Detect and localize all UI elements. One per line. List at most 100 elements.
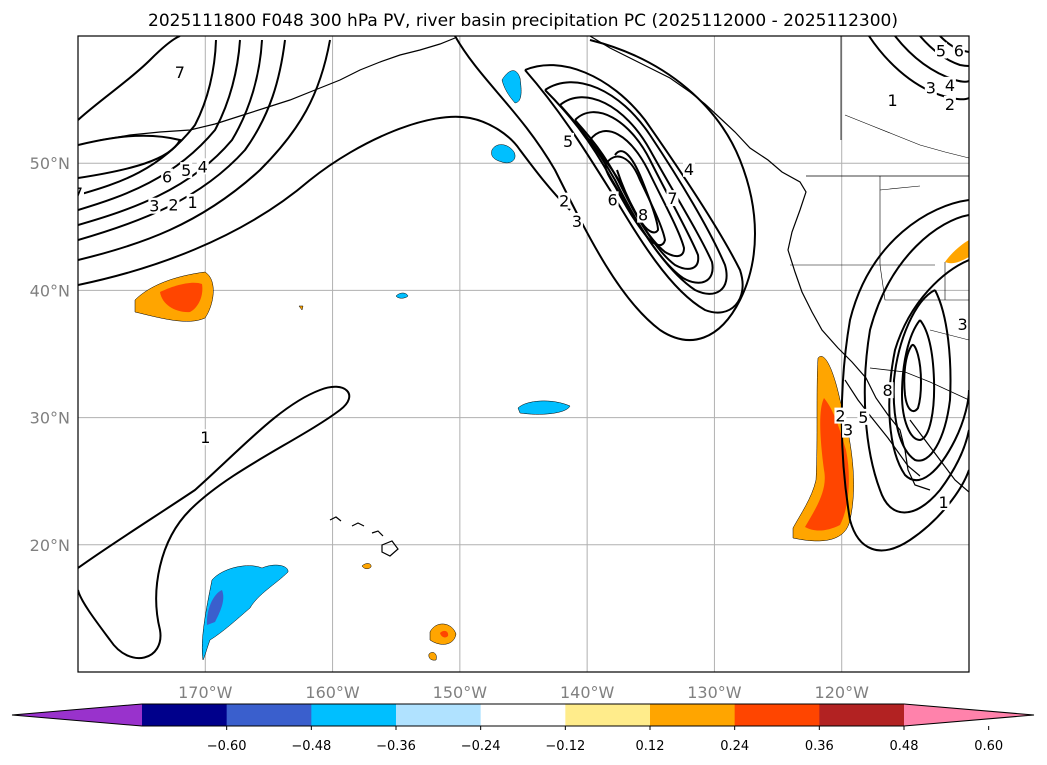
pv-contour-label: 7 (175, 63, 185, 82)
contour-label-mask (199, 429, 212, 446)
pv-contour-label: 3 (843, 421, 853, 440)
latitude-tick-label: 40°N (30, 281, 70, 300)
contour-label-mask (173, 64, 186, 81)
pv-contour-label: 5 (563, 132, 573, 151)
contour-label-mask (943, 95, 956, 112)
mexico-mainland-coast (909, 419, 969, 493)
map-frame (77, 35, 970, 673)
pv-contour-west-2 (78, 39, 331, 261)
pv-trough-4 (559, 96, 714, 284)
colorbar-swatch (142, 704, 228, 726)
colorbar-swatch (311, 704, 397, 726)
pv-se-1 (840, 199, 969, 552)
pv-contour-west-6 (78, 39, 217, 196)
colorbar-swatch (396, 704, 482, 726)
contour-label-mask (167, 196, 180, 213)
contour-label-mask (196, 158, 209, 175)
pv-contour-label: 7 (73, 184, 83, 203)
contour-label-mask (943, 76, 956, 93)
contour-label-mask (881, 382, 894, 399)
pv-contour-label: 1 (938, 493, 948, 512)
contour-label-mask (606, 191, 619, 208)
pv-se-2 (863, 214, 969, 514)
contour-label-mask (570, 212, 583, 229)
pv-contour-label: 8 (638, 206, 648, 225)
longitude-tick-label: 140°W (560, 683, 615, 702)
us-state-borders (790, 176, 969, 341)
colorbar-extend-max (904, 704, 1034, 726)
pv-contour-label: 1 (888, 91, 898, 110)
colorbar-tick-label: 0.36 (805, 739, 834, 754)
pc-positive-west-core (160, 282, 203, 313)
contour-label-mask (682, 160, 695, 177)
pv-trough-6 (589, 130, 686, 258)
pc-negative-small (395, 292, 409, 299)
baja-peninsula (844, 379, 921, 477)
contour-label-mask (937, 494, 950, 511)
pv-contour-label: 6 (162, 167, 172, 186)
contour-label-mask (637, 206, 650, 223)
contour-label-mask (180, 162, 193, 179)
colorbar-tick-label: 0.48 (890, 739, 919, 754)
latitude-tick-label: 20°N (30, 536, 70, 555)
pc-negative-north-pacific (491, 144, 516, 164)
pv-se-4 (892, 289, 952, 462)
precip-pc-shading (134, 70, 969, 661)
pv-contours (78, 36, 969, 659)
longitude-ticks: 170°W 160°W 150°W 140°W 130°W 120°W (178, 683, 869, 702)
colorbar-swatch (819, 704, 905, 726)
pv-contour-label: 8 (882, 381, 892, 400)
contour-label-mask (956, 316, 969, 333)
pv-contour-label: 3 (958, 315, 968, 334)
longitude-tick-label: 160°W (305, 683, 360, 702)
pc-positive-south-core (440, 630, 449, 638)
colorbar-tick-label: 0.60 (974, 739, 1003, 754)
longitude-tick-label: 150°W (433, 683, 488, 702)
pv-contour-label: 7 (667, 189, 677, 208)
pv-se-5 (900, 319, 936, 442)
pv-contour-label: 3 (572, 212, 582, 231)
pv-trough-7 (604, 155, 667, 246)
contour-label-mask (886, 92, 899, 109)
colorbar-swatch (650, 704, 736, 726)
colorbar-tick-label: −0.12 (545, 739, 585, 754)
colorbar-swatch (734, 704, 820, 726)
pv-trough-8 (614, 150, 660, 234)
pc-negative-central (517, 400, 571, 415)
pv-contour-label: 3 (926, 78, 936, 97)
latitude-ticks: 20°N 30°N 40°N 50°N (30, 154, 70, 555)
pc-positive-south-small (428, 652, 437, 661)
contour-label-mask (562, 132, 575, 149)
contour-label-mask (924, 79, 937, 96)
contour-label-mask (934, 42, 947, 59)
contour-label-mask (78, 185, 84, 201)
pv-contour-west-7 (78, 36, 181, 121)
colorbar-tick-label: 0.12 (636, 739, 665, 754)
pv-contour-label: 2 (835, 407, 845, 426)
pv-contour-label: 5 (858, 408, 868, 427)
pv-contour-label: 3 (149, 197, 159, 216)
pc-negative-hawaii-core (206, 590, 224, 625)
pv-contour-label: 1 (200, 428, 210, 447)
pc-positive-ne (945, 240, 969, 264)
colorbar-swatch (480, 704, 566, 726)
contour-label-mask (558, 192, 571, 209)
contour-label-mask (666, 190, 679, 207)
pv-contour-label: 6 (954, 42, 964, 61)
pc-negative-hawaii-south (201, 564, 289, 661)
colorbar-outline (11, 703, 1035, 727)
pv-contour-label: 6 (608, 190, 618, 209)
map-background (78, 36, 969, 672)
colorbar-tick-label: −0.36 (376, 739, 416, 754)
longitude-tick-label: 130°W (687, 683, 742, 702)
pv-contour-label: 4 (198, 157, 208, 176)
pv-contour-west-4 (78, 39, 263, 226)
hawaii-islands (329, 516, 399, 557)
pv-contour-label: 4 (945, 76, 955, 95)
latitude-tick-label: 30°N (30, 409, 70, 428)
contour-label-mask (834, 407, 847, 424)
pv-ne-1 (868, 36, 969, 101)
pv-contour-label: 2 (945, 95, 955, 114)
contour-label-mask (842, 421, 855, 438)
